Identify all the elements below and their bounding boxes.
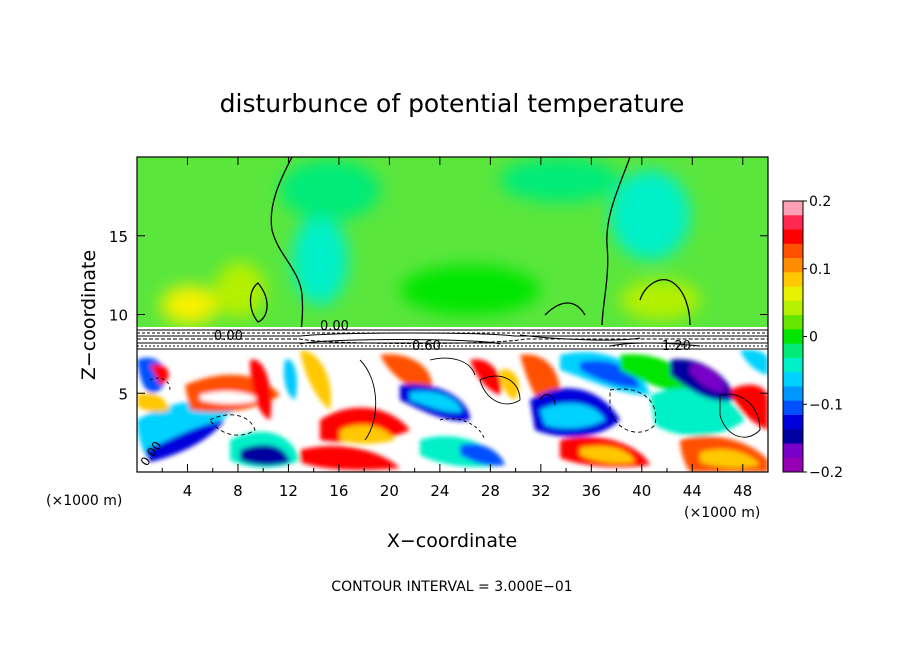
colorbar-swatch: [783, 272, 803, 288]
colorbar-swatch: [783, 243, 803, 259]
colorbar-swatch: [783, 457, 803, 473]
colorbar: 0.2 0.1 0 −0.1 −0.2: [782, 194, 843, 481]
colorbar-tick-label: −0.2: [809, 465, 843, 481]
colorbar-swatch: [783, 372, 803, 387]
colorbar-swatch: [783, 414, 803, 430]
colorbar-swatch: [783, 357, 803, 373]
x-tick-label: 20: [380, 482, 399, 500]
x-tick-label: 16: [329, 482, 348, 500]
colorbar-swatch: [783, 258, 803, 273]
lower-field-patches: [137, 349, 768, 472]
contour-label: 0.00: [214, 329, 243, 344]
x-axis: 4 8 12 16 20 24 28 32 36 40 44 48: [161, 157, 752, 500]
colorbar-swatch: [783, 201, 803, 216]
x-tick-label: 32: [531, 482, 550, 500]
x-tick-label: 44: [683, 482, 702, 500]
x-tick-label: 28: [481, 482, 500, 500]
lower-contours: [149, 357, 761, 441]
plot-area: [137, 157, 768, 472]
colorbar-swatch: [783, 329, 803, 345]
y-axis-title: Z−coordinate: [78, 250, 100, 380]
y-tick-label: 5: [118, 385, 128, 403]
colorbar-swatch: [783, 386, 803, 402]
x-tick-label: 24: [430, 482, 449, 500]
x-tick-label: 36: [582, 482, 601, 500]
y-tick-label: 10: [109, 307, 128, 325]
x-tick-label: 12: [279, 482, 298, 500]
colorbar-swatch: [783, 400, 803, 416]
colorbar-tick-label: −0.1: [809, 397, 843, 413]
colorbar-swatch: [783, 429, 803, 444]
upper-field-patches: [160, 158, 700, 325]
contour-label: 0.60: [412, 339, 441, 354]
upper-contours: [249, 157, 691, 331]
colorbar-tick-label: 0.2: [809, 194, 831, 210]
x-axis-title: X−coordinate: [387, 530, 517, 552]
colorbar-swatch: [783, 315, 803, 330]
colorbar-swatch: [783, 300, 803, 316]
colorbar-swatch: [783, 443, 803, 459]
colorbar-tick-label: 0.1: [809, 262, 831, 278]
contour-interval-note: CONTOUR INTERVAL = 3.000E−01: [331, 579, 572, 595]
contour-label: 0.00: [320, 319, 349, 334]
colorbar-swatch: [783, 343, 803, 359]
x-tick-label: 4: [183, 482, 193, 500]
x-unit-label-left: (×1000 m): [46, 493, 122, 509]
colorbar-swatch: [783, 286, 803, 302]
x-tick-label: 8: [233, 482, 243, 500]
y-axis: 5 10 15: [109, 228, 768, 403]
inversion-contours: [137, 329, 768, 350]
colorbar-swatch: [783, 229, 803, 245]
x-unit-label-right: (×1000 m): [684, 505, 760, 521]
colorbar-tick-label: 0: [809, 330, 818, 346]
x-tick-label: 40: [632, 482, 651, 500]
colorbar-swatch: [783, 215, 803, 231]
contour-label: 1.20: [662, 339, 691, 354]
y-tick-label: 15: [109, 228, 128, 246]
chart-title: disturbunce of potential temperature: [220, 89, 685, 118]
x-tick-label: 48: [733, 482, 752, 500]
